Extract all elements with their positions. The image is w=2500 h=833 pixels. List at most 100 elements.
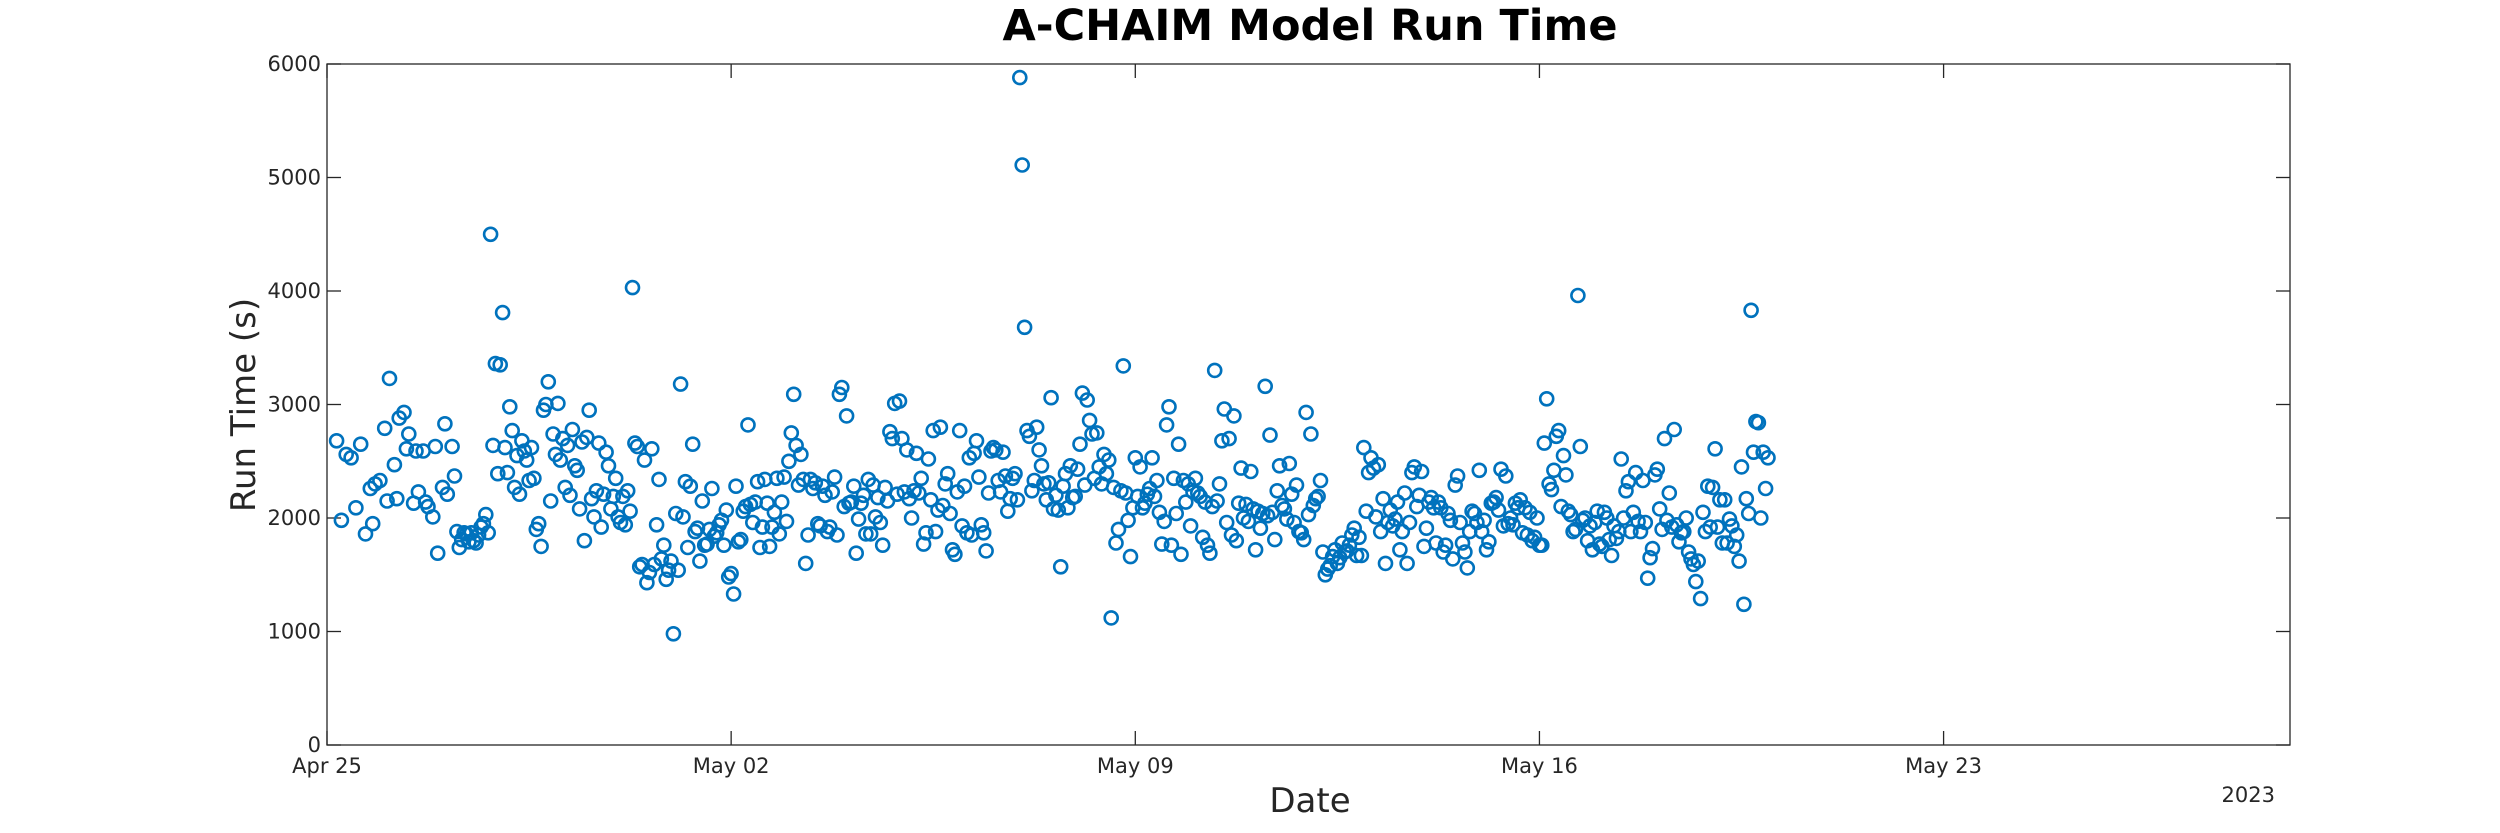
data-point (1459, 560, 1476, 576)
y-tick-label: 6000 (268, 52, 321, 76)
data-point (761, 538, 778, 555)
data-point (1396, 485, 1413, 501)
data-point (658, 571, 675, 588)
data-point (1562, 506, 1579, 523)
data-point (1543, 481, 1560, 498)
data-point (1173, 546, 1189, 563)
data-point (771, 526, 788, 542)
data-point (718, 502, 735, 518)
data-point (1312, 472, 1329, 489)
data-point (1418, 520, 1435, 537)
data-point (1356, 439, 1372, 456)
y-tick-label: 5000 (268, 166, 321, 190)
data-point (947, 546, 963, 563)
data-point (672, 376, 689, 392)
data-point (1688, 573, 1704, 590)
data-point (1348, 547, 1365, 564)
data-point (1271, 457, 1288, 474)
data-point (480, 524, 497, 541)
data-point (1298, 404, 1314, 421)
data-point (624, 279, 641, 296)
data-point (1555, 447, 1572, 464)
data-point (797, 555, 814, 572)
data-point (1656, 430, 1673, 447)
data-point (716, 537, 732, 554)
data-point (1351, 529, 1367, 546)
data-point (997, 468, 1014, 484)
data-point (569, 462, 586, 479)
data-point (1502, 510, 1519, 526)
data-point (1517, 499, 1533, 516)
data-point (1031, 442, 1047, 458)
data-point (1228, 532, 1245, 549)
data-point (1498, 468, 1514, 484)
data-point (1721, 511, 1738, 527)
data-point (732, 531, 749, 548)
data-point (1067, 488, 1083, 505)
data-point (1009, 491, 1026, 508)
data-point (1115, 358, 1132, 374)
data-point (1166, 470, 1182, 487)
data-point (1257, 378, 1273, 395)
data-point (494, 304, 511, 321)
data-point (651, 471, 667, 488)
data-point (636, 452, 653, 468)
data-point (939, 465, 956, 482)
data-point (675, 509, 691, 525)
data-point (862, 526, 879, 542)
data-point (1353, 547, 1370, 564)
x-axis-label: Date (1269, 781, 1350, 821)
data-point (619, 482, 636, 499)
data-point (1226, 408, 1242, 424)
data-point (1187, 470, 1204, 487)
data-point (824, 484, 841, 500)
data-point (617, 516, 634, 533)
data-point (1194, 529, 1211, 546)
data-point (1040, 474, 1057, 491)
data-point (1161, 398, 1177, 415)
data-point (1011, 69, 1028, 86)
data-point (660, 562, 677, 579)
data-point (605, 488, 622, 505)
data-point (1707, 440, 1723, 457)
data-point (1089, 425, 1105, 441)
data-point (850, 511, 867, 527)
data-point (449, 523, 465, 540)
x-tick-label: May 02 (693, 754, 770, 778)
data-point (1105, 479, 1122, 496)
data-point (533, 538, 549, 555)
data-point (372, 472, 388, 489)
data-point (951, 422, 968, 439)
data-point (667, 505, 684, 522)
data-point (829, 527, 845, 543)
data-point (1024, 482, 1040, 499)
data-point (400, 426, 417, 442)
data-point (1370, 456, 1387, 473)
data-point (1457, 544, 1473, 560)
data-point (492, 356, 509, 373)
data-point (1103, 610, 1119, 626)
data-point (1069, 461, 1086, 478)
data-point (1156, 513, 1172, 530)
data-point (1413, 463, 1430, 480)
data-point (1401, 514, 1418, 531)
data-point (723, 565, 739, 582)
data-point (1743, 302, 1759, 319)
data-point (927, 523, 944, 540)
data-point (468, 535, 484, 551)
data-point (843, 494, 860, 510)
data-point (1692, 590, 1709, 607)
data-point (848, 545, 865, 562)
data-point (497, 439, 513, 456)
data-point (1144, 449, 1160, 466)
x-tick-label: Apr 25 (292, 754, 362, 778)
data-point (357, 526, 374, 542)
data-point (793, 446, 809, 463)
data-point (776, 469, 792, 485)
data-point (1757, 480, 1774, 497)
y-tick-label: 4000 (268, 279, 321, 303)
data-point (670, 562, 687, 579)
data-point (376, 420, 393, 437)
data-point (564, 421, 581, 438)
data-point (1199, 537, 1216, 554)
